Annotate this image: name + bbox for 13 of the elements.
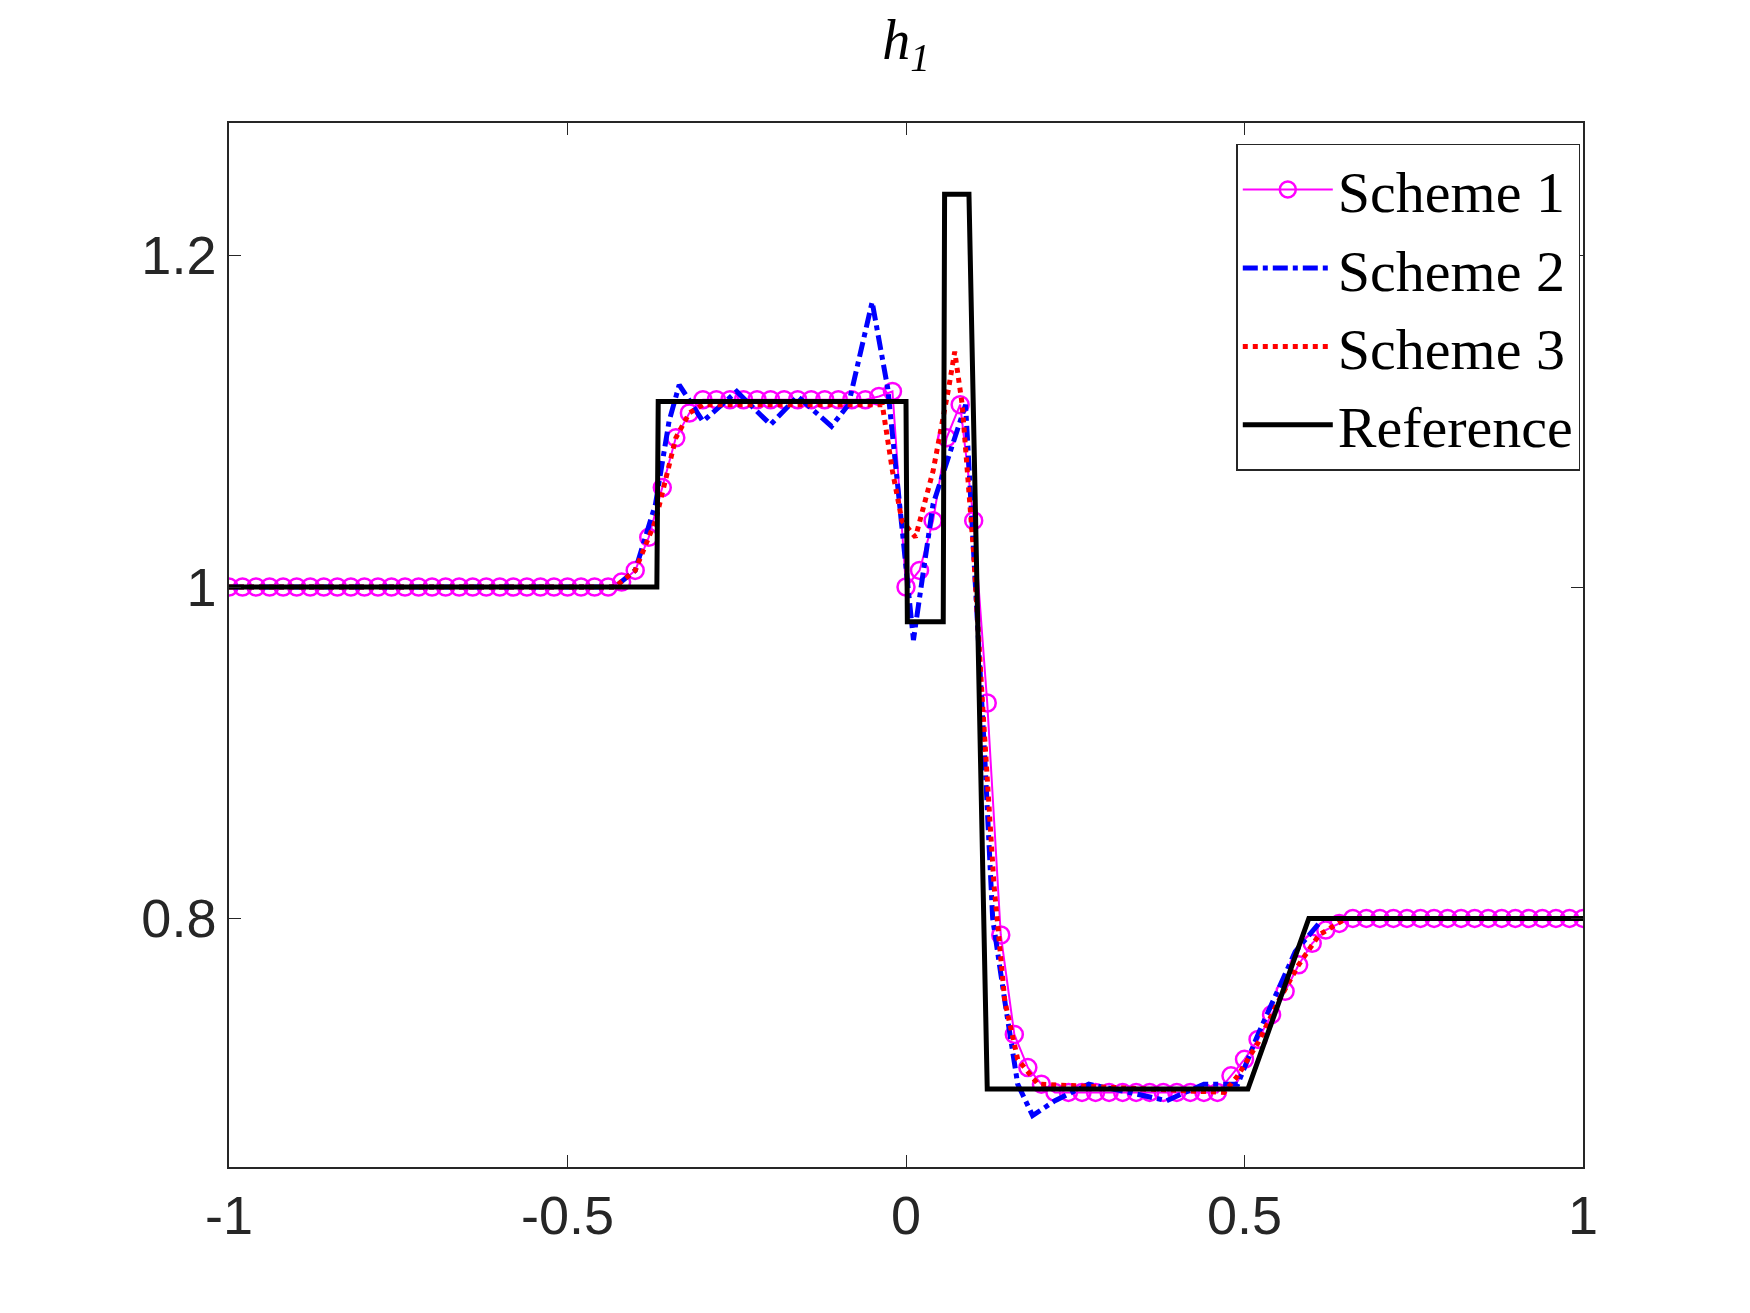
x-tick-label: 0 [890,1184,922,1245]
y-tick-label: 1.2 [141,225,217,286]
x-tick-label: -0.5 [520,1184,615,1245]
legend-label: Scheme 1 [1337,160,1565,226]
x-tick-label: 0.5 [1206,1184,1283,1245]
chart-title: h$_{1}$ [882,8,930,79]
y-tick-label: 0.8 [141,888,217,949]
x-tick-label: 1 [1567,1184,1599,1245]
legend-label: Reference [1337,395,1573,461]
y-tick-label: 1 [186,556,217,617]
x-tick-label: -1 [204,1184,254,1245]
legend-label: Scheme 2 [1337,238,1565,304]
legend-label: Scheme 3 [1337,317,1565,382]
